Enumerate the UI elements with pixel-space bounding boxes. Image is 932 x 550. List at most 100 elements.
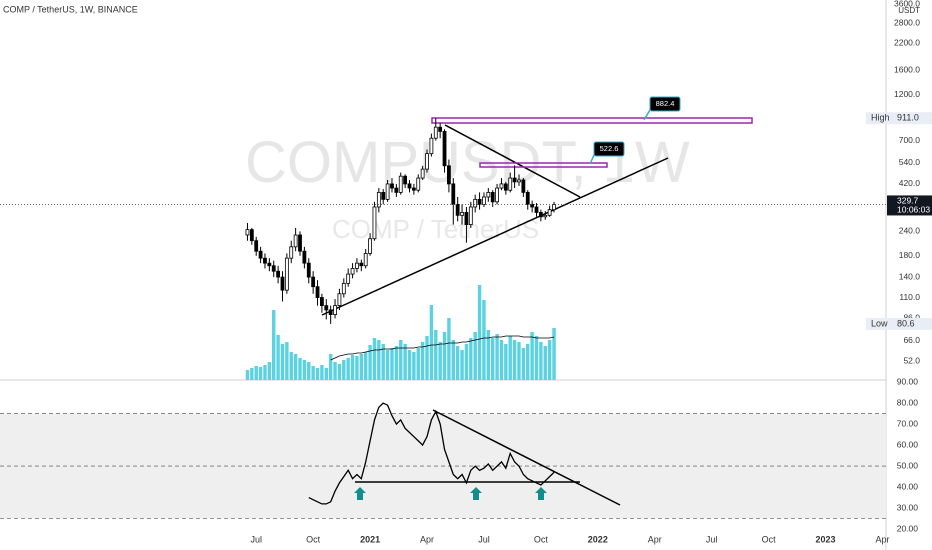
volume-bar [403, 344, 407, 380]
candle-body [385, 183, 390, 200]
candle-body [390, 183, 394, 189]
volume-bar [280, 344, 285, 380]
candle-body [442, 131, 447, 167]
volume-bar [521, 348, 526, 380]
volume-bar [447, 318, 451, 380]
volume-bar [390, 348, 394, 380]
candle-body [346, 273, 351, 284]
volume-bar [394, 346, 399, 380]
candle-body [398, 175, 403, 193]
candle-body [315, 286, 320, 298]
volume-ma-line [330, 335, 555, 361]
volume-bar [293, 354, 298, 380]
candle-body [425, 153, 429, 170]
countdown: 10:06:03 [897, 205, 930, 215]
drawings [321, 117, 753, 506]
volume-bar [526, 344, 530, 380]
volume-bar [298, 358, 302, 380]
watermark-symbol: COMPUSDT, 1W [245, 130, 690, 195]
candle-body [451, 183, 456, 205]
candle-body [473, 198, 478, 208]
x-tick-label: Jul [250, 534, 262, 544]
y-tick-label: 20.00 [897, 523, 919, 533]
volume-bar [504, 344, 508, 380]
candle-body [298, 234, 302, 252]
candle-body [477, 198, 482, 205]
y-tick-label: 420.0 [899, 178, 921, 188]
volume-bar [477, 285, 482, 380]
y-tick-label: 1600.0 [894, 65, 920, 75]
volume-bar [245, 370, 250, 380]
volume-bar [460, 350, 464, 380]
candle-body [376, 191, 381, 208]
watermark-name: COMP / TetherUS [332, 214, 539, 244]
resistance-zone [431, 117, 753, 124]
up-arrow [535, 487, 547, 500]
candle-body [363, 253, 368, 267]
candle-body [372, 206, 377, 240]
volume-bar [381, 344, 385, 380]
candle-body [258, 250, 263, 259]
volume-bar [495, 334, 499, 380]
volume-bar [399, 340, 403, 380]
y-tick-label: 30.00 [897, 502, 919, 512]
last-price-tag [887, 195, 932, 216]
volume-bar [272, 310, 276, 380]
volume-bar [302, 360, 307, 380]
candle-body [245, 229, 250, 236]
volume-bar [363, 352, 368, 380]
candle-body [420, 168, 425, 179]
candle-body [350, 268, 355, 275]
volume-bar [469, 338, 473, 380]
rsi-line [308, 402, 555, 505]
volume-bar [337, 364, 342, 380]
y-tick-label: 52.0 [903, 355, 920, 365]
y-tick-label: 66.0 [903, 335, 920, 345]
candle-body [538, 212, 543, 218]
y-tick-label: 2800.0 [894, 17, 920, 27]
candle-body [543, 214, 548, 218]
candle-body [486, 191, 491, 198]
candle-body [254, 240, 259, 252]
volume-bar [254, 366, 258, 380]
volume-bar [499, 340, 504, 380]
volume-bar [438, 342, 442, 380]
candle-body [468, 206, 473, 225]
volume-bar [451, 340, 455, 380]
y-tick-label: 540.0 [899, 157, 921, 167]
x-tick-label: 2022 [588, 534, 608, 544]
volume-bar [473, 332, 477, 380]
candle-body [368, 238, 372, 254]
candle-body [503, 183, 508, 191]
callout-pointer [643, 109, 651, 121]
candle-body [320, 297, 324, 307]
low-tag [866, 317, 932, 330]
x-tick-label: 2021 [360, 534, 380, 544]
arrows [354, 487, 547, 500]
volume-bar [486, 330, 491, 380]
candle-body [271, 265, 276, 272]
volume-bar [429, 305, 434, 380]
candle-body [455, 203, 460, 216]
volume-bar [250, 368, 254, 380]
volume-bar [307, 362, 311, 380]
candle-body [381, 191, 386, 200]
candle-body [447, 165, 451, 185]
candle-body [324, 305, 329, 311]
candle-body [289, 246, 294, 259]
up-arrow [354, 487, 366, 500]
up-arrow [470, 487, 482, 500]
x-tick-label: Jul [478, 534, 490, 544]
candle-body [416, 177, 421, 191]
volume-bar [258, 367, 263, 380]
volume-bar [482, 300, 486, 380]
candle-body [263, 257, 267, 264]
candle-body [403, 175, 408, 185]
rsi-trendline [432, 409, 621, 506]
candle-body [276, 270, 281, 278]
volume-bar [263, 365, 267, 380]
callout-pointer [589, 154, 595, 165]
candle-body [460, 212, 464, 216]
candle-body [341, 282, 346, 295]
candle-body [284, 257, 289, 291]
